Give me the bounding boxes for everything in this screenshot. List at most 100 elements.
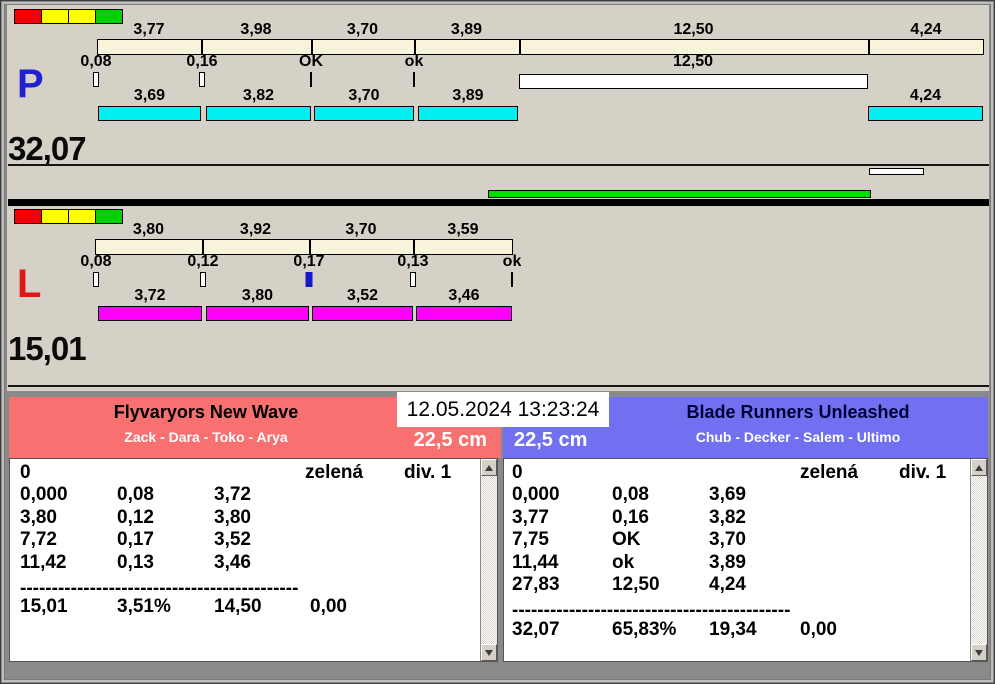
datetime-box: 12.05.2024 13:23:24 — [397, 392, 609, 427]
list-cell: 0,17 — [117, 529, 154, 551]
segment-label: 3,80 — [132, 221, 165, 238]
measurement-area-background — [7, 5, 989, 391]
bar-segment-divider — [868, 39, 870, 55]
list-cell: 3,80 — [20, 506, 57, 528]
scroll-up-button[interactable] — [971, 459, 987, 476]
lower-bar-segment — [312, 306, 413, 321]
list-row: 0,000 0,08 3,69 — [504, 484, 969, 506]
segment-label: 3,89 — [450, 21, 483, 38]
measure-panel-p: P 32,07 3,77 3,98 3,70 3,89 12,50 4,24 0,08 0,1… — [1, 6, 994, 167]
list-cell: 3,77 — [512, 506, 549, 528]
list-cell: 0,000 — [20, 484, 68, 506]
list-row: 11,44 ok 3,89 — [504, 552, 969, 574]
lower-bar-segment — [98, 106, 201, 121]
section-divider — [8, 199, 989, 206]
segment-label: 4,24 — [910, 21, 942, 38]
bar-segment-divider — [202, 239, 204, 255]
list-row: ----------------------------------------… — [504, 596, 969, 621]
list-cell: zelená — [305, 462, 364, 483]
list-cell: 3,51% — [117, 596, 171, 618]
scrollbar-right[interactable] — [970, 459, 987, 661]
tick-marker-hollow — [93, 72, 99, 87]
lower-bar-segment — [416, 306, 512, 321]
scroll-down-button[interactable] — [971, 644, 987, 661]
list-cell: 12,50 — [612, 574, 660, 595]
results-list-left[interactable]: 0 zelená div. 1 0,000 0,08 3,72 3,80 0,12 3,80 7,… — [9, 458, 498, 662]
scrollbar-left[interactable] — [480, 459, 497, 661]
dash-separator: ----------------------------------------… — [512, 600, 791, 622]
track-letter-l: L — [17, 262, 42, 306]
indicator-cell-0 — [14, 9, 42, 24]
list-cell: 14,50 — [214, 596, 262, 618]
list-cell: 0,08 — [612, 484, 649, 506]
scroll-down-button[interactable] — [481, 644, 497, 661]
distance-badge-right: 22,5 cm — [514, 429, 588, 451]
bar-segment-divider — [413, 239, 415, 255]
list-cell: div. 1 — [404, 462, 452, 483]
segment-label: 3,69 — [133, 87, 166, 104]
arrow-up-icon — [975, 464, 983, 471]
segment-label: 4,24 — [909, 87, 942, 104]
track-letter-p: P — [17, 62, 44, 106]
tick-marker-line — [413, 72, 415, 87]
tick-marker-line — [310, 72, 312, 87]
tick-marker-solid — [305, 272, 313, 287]
tick-marker-line — [511, 272, 513, 287]
list-cell: 19,34 — [709, 618, 757, 640]
marker-label: 0,17 — [293, 253, 325, 270]
list-cell: 0,000 — [512, 484, 560, 506]
lower-bar-segment — [314, 106, 414, 121]
marker-label: OK — [299, 53, 323, 70]
list-cell: 27,83 — [512, 574, 560, 595]
list-cell: 3,89 — [709, 551, 746, 573]
list-row: 0 zelená div. 1 — [10, 462, 479, 484]
marker-label: 0,12 — [187, 253, 219, 270]
list-cell: 0,08 — [117, 484, 154, 506]
list-cell: 3,82 — [709, 506, 746, 528]
list-cell: 7,72 — [20, 529, 57, 551]
tick-marker-hollow — [410, 272, 416, 287]
list-row: 3,80 0,12 3,80 — [10, 507, 479, 529]
bar-segment-divider — [519, 39, 521, 55]
marker-label: 0,16 — [186, 53, 218, 70]
marker-label: 0,08 — [80, 253, 112, 270]
indicator-cell-3 — [95, 9, 123, 24]
status-indicator-strip — [14, 209, 123, 224]
scroll-up-button[interactable] — [481, 459, 497, 476]
list-cell: 11,42 — [20, 551, 67, 573]
list-cell: 0 — [512, 462, 523, 483]
list-row: 7,72 0,17 3,52 — [10, 529, 479, 551]
list-row: 7,75 OK 3,70 — [504, 529, 969, 551]
team-players-left: Zack - Dara - Toko - Arya — [124, 429, 288, 445]
tick-marker-hollow — [200, 272, 206, 287]
list-cell: div. 1 — [899, 462, 947, 483]
panel-l-underline — [8, 385, 989, 387]
list-cell: 3,80 — [214, 506, 251, 528]
list-row: 11,42 0,13 3,46 — [10, 552, 479, 574]
list-cell: 0,00 — [310, 596, 347, 618]
measure-panel-l: L 15,01 3,80 3,92 3,70 3,59 0,08 0,12 0,17 0,13… — [1, 206, 994, 385]
lower-bar-segment — [206, 106, 311, 121]
team-title-right: Blade Runners Unleashed — [686, 402, 910, 422]
panel-total-p: 32,07 — [8, 130, 87, 167]
list-cell: zelená — [800, 462, 859, 483]
arrow-down-icon — [975, 649, 983, 656]
segment-label: 3,92 — [239, 221, 272, 238]
segment-label: 3,80 — [241, 287, 274, 304]
lower-bar-segment — [868, 106, 983, 121]
segment-label: 3,46 — [448, 287, 480, 304]
panel-total-l: 15,01 — [8, 330, 87, 367]
results-list-right[interactable]: 0 zelená div. 1 0,000 0,08 3,69 3,77 0,16 3,82 7,… — [503, 458, 988, 662]
float-bar — [519, 74, 868, 89]
list-cell: 3,52 — [214, 529, 251, 551]
list-row: ----------------------------------------… — [10, 574, 479, 599]
bar-segment-divider — [414, 39, 416, 55]
segment-label: 3,70 — [346, 21, 379, 38]
arrow-down-icon — [485, 649, 493, 656]
tick-marker-hollow — [93, 272, 99, 287]
bar-segment-divider — [201, 39, 203, 55]
list-row: 15,01 3,51% 14,50 0,00 — [10, 596, 479, 618]
marker-label: 0,08 — [80, 53, 112, 70]
list-cell: 3,46 — [214, 551, 251, 573]
